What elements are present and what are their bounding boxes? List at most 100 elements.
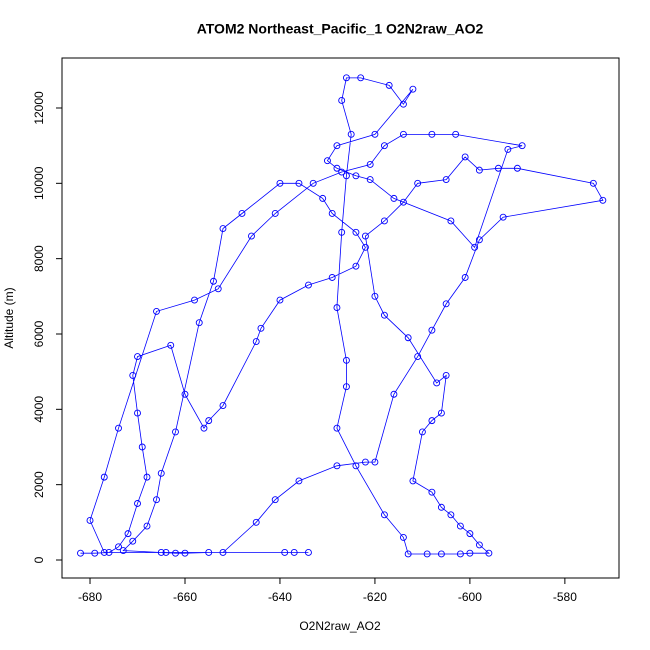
y-tick-label: 2000 (32, 471, 46, 498)
data-point (352, 462, 360, 470)
data-point (162, 549, 170, 556)
y-axis-label: Altitude (m) (2, 287, 16, 348)
y-tick-label: 6000 (32, 320, 46, 347)
data-point (342, 356, 350, 364)
data-point (86, 516, 94, 524)
y-tick-label: 10000 (32, 166, 46, 200)
data-point (352, 262, 360, 270)
data-point (172, 549, 179, 557)
data-point (366, 161, 374, 168)
data-point (485, 549, 493, 557)
data-point (414, 179, 422, 187)
data-point (257, 324, 265, 332)
data-point (428, 417, 436, 425)
data-point (333, 462, 341, 470)
y-tick-label: 8000 (32, 245, 46, 272)
data-point (219, 402, 227, 410)
data-point (357, 74, 365, 82)
data-point (399, 533, 407, 541)
data-point (371, 130, 379, 138)
data-point (433, 379, 441, 387)
data-point (205, 549, 213, 556)
x-tick-label: -620 (363, 590, 387, 604)
data-point (252, 518, 260, 526)
data-point (461, 274, 469, 281)
data-point (418, 428, 426, 436)
data-point (167, 341, 175, 349)
data-point (428, 326, 436, 334)
data-point (271, 496, 279, 504)
data-point (518, 142, 526, 150)
data-point (271, 210, 279, 217)
data-point (333, 164, 341, 172)
data-point (423, 550, 431, 558)
data-line (80, 77, 604, 555)
x-tick-label: -680 (78, 590, 102, 604)
data-point (238, 210, 246, 217)
data-point (181, 549, 189, 557)
data-point (442, 176, 450, 184)
data-point (380, 311, 388, 319)
data-point (281, 549, 289, 556)
data-point (219, 225, 227, 232)
data-point (428, 488, 436, 496)
data-point (504, 145, 512, 153)
data-point (342, 172, 350, 180)
data-point (409, 85, 417, 93)
data-point (338, 97, 346, 104)
data-point (428, 130, 436, 138)
data-point (210, 277, 217, 285)
data-point (276, 296, 284, 304)
data-point (205, 417, 213, 425)
data-point (134, 500, 141, 507)
data-point (371, 292, 379, 300)
x-tick-label: -600 (458, 590, 482, 604)
data-point (333, 142, 341, 150)
data-point (461, 153, 469, 161)
data-point (195, 319, 203, 327)
data-point (153, 496, 160, 504)
data-point (214, 285, 222, 293)
data-point (153, 307, 160, 315)
data-point (471, 243, 479, 251)
x-tick-label: -640 (268, 590, 292, 604)
data-point (129, 537, 137, 545)
data-point (304, 281, 312, 289)
x-tick-label: -580 (553, 590, 577, 604)
data-point (352, 172, 360, 180)
data-point (475, 236, 483, 244)
data-point (371, 458, 379, 466)
data-point (138, 443, 146, 451)
data-point (380, 217, 388, 225)
data-point (385, 81, 393, 89)
data-point (295, 477, 303, 485)
data-point (91, 549, 99, 557)
data-point (437, 550, 445, 558)
data-point (338, 228, 346, 236)
data-point (513, 164, 521, 172)
data-point (399, 198, 407, 206)
y-tick-label: 12000 (32, 91, 46, 125)
data-point (134, 353, 141, 361)
data-point (333, 424, 341, 432)
plot-frame (61, 57, 620, 579)
data-point (119, 547, 127, 555)
data-point (328, 210, 336, 217)
data-point (361, 232, 369, 240)
data-point (134, 409, 141, 417)
data-point (304, 549, 312, 556)
data-point (437, 409, 445, 417)
data-point (219, 549, 227, 556)
data-point (442, 300, 450, 308)
y-tick-label: 4000 (32, 396, 46, 423)
data-point (404, 550, 412, 558)
data-point (404, 334, 412, 342)
data-point (157, 469, 165, 477)
data-point (442, 371, 450, 379)
data-point (456, 550, 464, 558)
data-point (466, 530, 474, 538)
data-point (172, 428, 179, 436)
data-point (295, 179, 303, 187)
data-point (290, 549, 298, 556)
